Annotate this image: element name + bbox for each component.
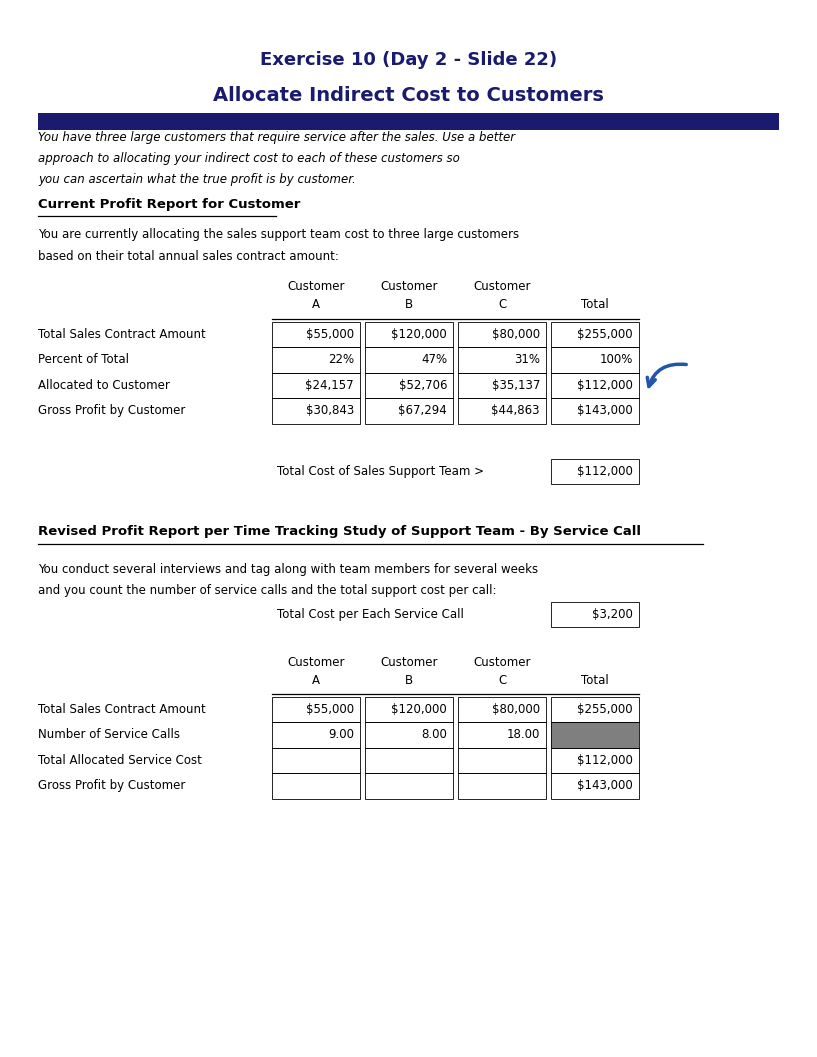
Text: 31%: 31% [514,353,540,366]
Text: $255,000: $255,000 [578,328,633,340]
Text: $112,000: $112,000 [577,378,633,392]
Text: Total Sales Contract Amount: Total Sales Contract Amount [38,328,206,340]
Bar [365,773,453,798]
Text: You are currently allocating the sales support team cost to three large customer: You are currently allocating the sales s… [38,228,519,241]
Text: Total Cost of Sales Support Team >: Total Cost of Sales Support Team > [277,465,484,478]
Bar [551,747,639,773]
Text: $67,294: $67,294 [398,404,447,418]
Bar [458,347,546,372]
Text: $3,200: $3,200 [592,608,633,620]
Text: Customer: Customer [380,655,438,668]
Text: $80,000: $80,000 [492,703,540,716]
Text: Allocated to Customer: Allocated to Customer [38,378,170,392]
Text: Total Cost per Each Service Call: Total Cost per Each Service Call [277,608,464,620]
Bar [365,697,453,722]
Bar [458,321,546,347]
Bar [458,697,546,722]
Text: based on their total annual sales contract amount:: based on their total annual sales contra… [38,251,339,263]
Bar [458,747,546,773]
Text: Revised Profit Report per Time Tracking Study of Support Team - By Service Call: Revised Profit Report per Time Tracking … [38,525,641,538]
Text: $35,137: $35,137 [492,378,540,392]
Text: $112,000: $112,000 [577,465,633,478]
Text: You conduct several interviews and tag along with team members for several weeks: You conduct several interviews and tag a… [38,562,538,575]
Text: Gross Profit by Customer: Gross Profit by Customer [38,779,185,793]
Bar [272,722,360,747]
Bar [458,398,546,424]
Text: $55,000: $55,000 [306,703,354,716]
Text: $143,000: $143,000 [578,779,633,793]
Text: Number of Service Calls: Number of Service Calls [38,728,180,741]
Text: $143,000: $143,000 [578,404,633,418]
Text: A: A [312,673,320,686]
Text: $120,000: $120,000 [391,328,447,340]
Text: $30,843: $30,843 [306,404,354,418]
Bar [551,697,639,722]
Bar [272,697,360,722]
Text: B: B [405,298,413,312]
Text: approach to allocating your indirect cost to each of these customers so: approach to allocating your indirect cos… [38,152,460,165]
Bar [551,398,639,424]
Text: Total: Total [581,673,609,686]
Text: $52,706: $52,706 [399,378,447,392]
Text: $112,000: $112,000 [577,754,633,766]
Text: $44,863: $44,863 [492,404,540,418]
Bar [272,372,360,398]
Text: 22%: 22% [328,353,354,366]
Bar [458,773,546,798]
Bar [38,113,779,130]
Text: $255,000: $255,000 [578,703,633,716]
Bar [272,321,360,347]
Text: $120,000: $120,000 [391,703,447,716]
Text: B: B [405,673,413,686]
Text: 47%: 47% [421,353,447,366]
Bar [365,321,453,347]
Text: and you count the number of service calls and the total support cost per call:: and you count the number of service call… [38,585,497,597]
Bar [551,773,639,798]
Bar [365,372,453,398]
Text: Current Profit Report for Customer: Current Profit Report for Customer [38,198,301,210]
Text: 100%: 100% [600,353,633,366]
Bar [551,347,639,372]
Text: $24,157: $24,157 [306,378,354,392]
Text: 18.00: 18.00 [507,728,540,741]
Bar [365,722,453,747]
Text: Gross Profit by Customer: Gross Profit by Customer [38,404,185,418]
Text: Total: Total [581,298,609,312]
Text: $80,000: $80,000 [492,328,540,340]
Text: You have three large customers that require service after the sales. Use a bette: You have three large customers that requ… [38,130,516,144]
Bar [272,747,360,773]
Text: 9.00: 9.00 [328,728,354,741]
Bar [272,347,360,372]
Text: A: A [312,298,320,312]
Bar [551,321,639,347]
Bar [365,398,453,424]
Bar [551,459,639,484]
Bar [272,398,360,424]
Text: you can ascertain what the true profit is by customer.: you can ascertain what the true profit i… [38,173,355,186]
Text: Percent of Total: Percent of Total [38,353,129,366]
Text: Customer: Customer [288,655,345,668]
Bar [551,601,639,627]
Text: Customer: Customer [473,655,531,668]
Text: Customer: Customer [473,280,531,294]
Text: $55,000: $55,000 [306,328,354,340]
Bar [272,773,360,798]
Bar [458,722,546,747]
Text: C: C [498,673,506,686]
Text: Customer: Customer [288,280,345,294]
Text: C: C [498,298,506,312]
Bar [551,372,639,398]
Bar [551,722,639,747]
Text: Allocate Indirect Cost to Customers: Allocate Indirect Cost to Customers [213,86,604,105]
Text: Total Sales Contract Amount: Total Sales Contract Amount [38,703,206,716]
Text: 8.00: 8.00 [421,728,447,741]
Text: Customer: Customer [380,280,438,294]
Bar [551,722,639,747]
Bar [365,747,453,773]
Text: Total Allocated Service Cost: Total Allocated Service Cost [38,754,202,766]
Bar [365,347,453,372]
Text: Exercise 10 (Day 2 - Slide 22): Exercise 10 (Day 2 - Slide 22) [260,51,557,69]
Bar [458,372,546,398]
